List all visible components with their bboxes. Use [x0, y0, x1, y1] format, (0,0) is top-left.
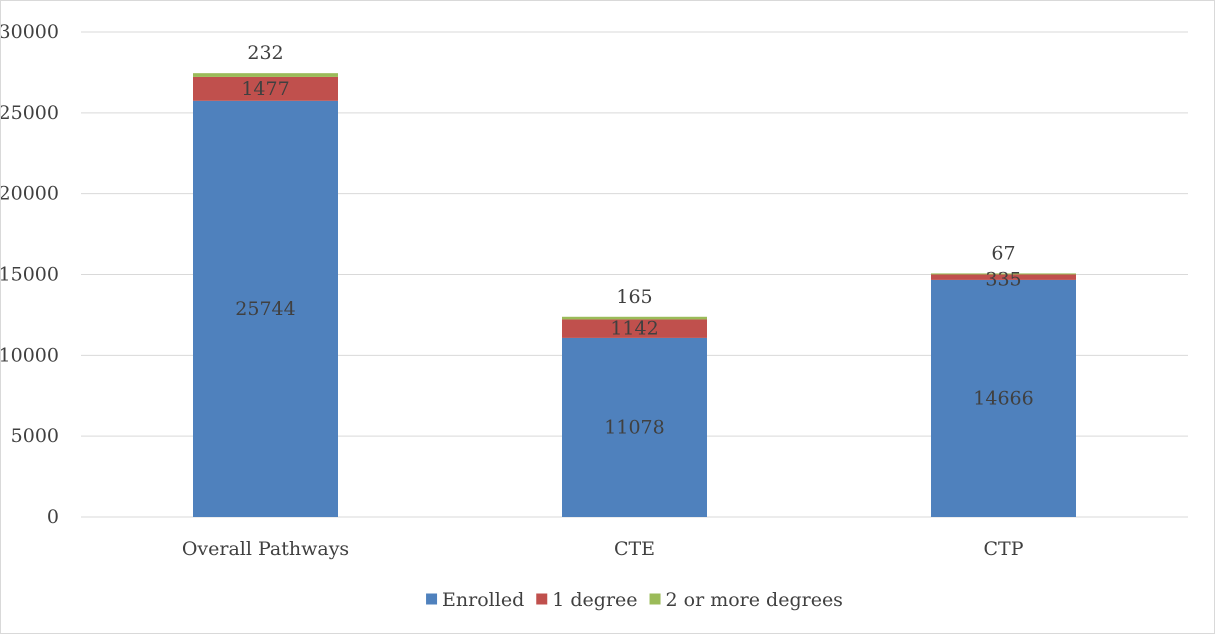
- y-tick-label: 20000: [1, 183, 59, 205]
- legend-label: 1 degree: [552, 589, 637, 611]
- bar-segment: [193, 100, 338, 518]
- data-label: 232: [247, 42, 283, 64]
- y-tick-label: 10000: [1, 344, 59, 366]
- data-label: 1477: [241, 78, 289, 100]
- data-label: 14666: [973, 387, 1033, 409]
- legend: Enrolled 1 degree 2 or more degrees: [426, 589, 843, 611]
- bar-segment: [193, 73, 338, 77]
- bar-segment: [562, 337, 707, 517]
- data-label: 25744: [235, 298, 295, 320]
- bar-segment: [931, 273, 1076, 275]
- y-axis: 0 5000 10000 15000 20000 25000 30000: [0, 21, 59, 528]
- legend-swatch: [426, 593, 438, 605]
- data-labels: 25744 1477 232 11078 1142 165 14666 335 67: [235, 42, 1033, 438]
- data-label: 165: [616, 286, 652, 308]
- x-tick-label: CTE: [614, 538, 655, 560]
- bar-segment: [931, 279, 1076, 517]
- legend-swatch: [649, 593, 661, 605]
- y-tick-label: 0: [47, 506, 59, 528]
- x-tick-label: Overall Pathways: [182, 538, 349, 560]
- data-label: 11078: [604, 416, 664, 438]
- data-label: 335: [985, 268, 1021, 290]
- y-tick-label: 5000: [11, 425, 59, 447]
- y-tick-label: 25000: [1, 102, 59, 124]
- legend-label: 2 or more degrees: [666, 589, 843, 611]
- bar-segment: [562, 316, 707, 320]
- y-tick-label: 15000: [1, 264, 59, 286]
- legend-label: Enrolled: [442, 589, 524, 611]
- bar-segment: [562, 319, 707, 338]
- bar-segment: [193, 76, 338, 101]
- data-label: 67: [991, 242, 1015, 264]
- y-tick-label: 30000: [1, 21, 59, 43]
- data-label: 1142: [610, 318, 658, 340]
- x-tick-label: CTP: [984, 538, 1024, 560]
- bar-segment: [931, 274, 1076, 280]
- bars: [193, 73, 1076, 518]
- x-axis: Overall Pathways CTE CTP: [182, 538, 1024, 560]
- legend-swatch: [536, 593, 548, 605]
